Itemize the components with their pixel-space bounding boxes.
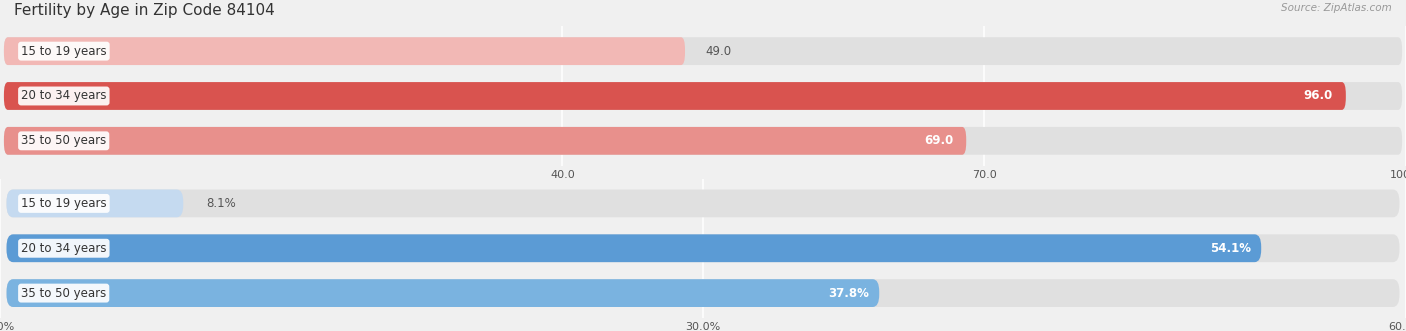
FancyBboxPatch shape	[7, 234, 1261, 262]
Text: 20 to 34 years: 20 to 34 years	[21, 89, 107, 103]
Text: 37.8%: 37.8%	[828, 287, 869, 300]
FancyBboxPatch shape	[4, 82, 1402, 110]
FancyBboxPatch shape	[4, 127, 1402, 155]
FancyBboxPatch shape	[4, 127, 966, 155]
Text: Fertility by Age in Zip Code 84104: Fertility by Age in Zip Code 84104	[14, 3, 274, 18]
FancyBboxPatch shape	[7, 190, 1399, 217]
Text: 49.0: 49.0	[706, 45, 733, 58]
FancyBboxPatch shape	[7, 279, 1399, 307]
FancyBboxPatch shape	[7, 279, 879, 307]
Text: 8.1%: 8.1%	[207, 197, 236, 210]
Text: 96.0: 96.0	[1303, 89, 1333, 103]
Text: 35 to 50 years: 35 to 50 years	[21, 287, 107, 300]
Text: 15 to 19 years: 15 to 19 years	[21, 197, 107, 210]
Text: 69.0: 69.0	[924, 134, 953, 147]
Text: 20 to 34 years: 20 to 34 years	[21, 242, 107, 255]
Text: 35 to 50 years: 35 to 50 years	[21, 134, 107, 147]
FancyBboxPatch shape	[4, 82, 1346, 110]
Text: 54.1%: 54.1%	[1211, 242, 1251, 255]
Text: 15 to 19 years: 15 to 19 years	[21, 45, 107, 58]
FancyBboxPatch shape	[7, 190, 183, 217]
Text: Source: ZipAtlas.com: Source: ZipAtlas.com	[1281, 3, 1392, 13]
FancyBboxPatch shape	[4, 37, 1402, 65]
FancyBboxPatch shape	[4, 37, 685, 65]
FancyBboxPatch shape	[7, 234, 1399, 262]
